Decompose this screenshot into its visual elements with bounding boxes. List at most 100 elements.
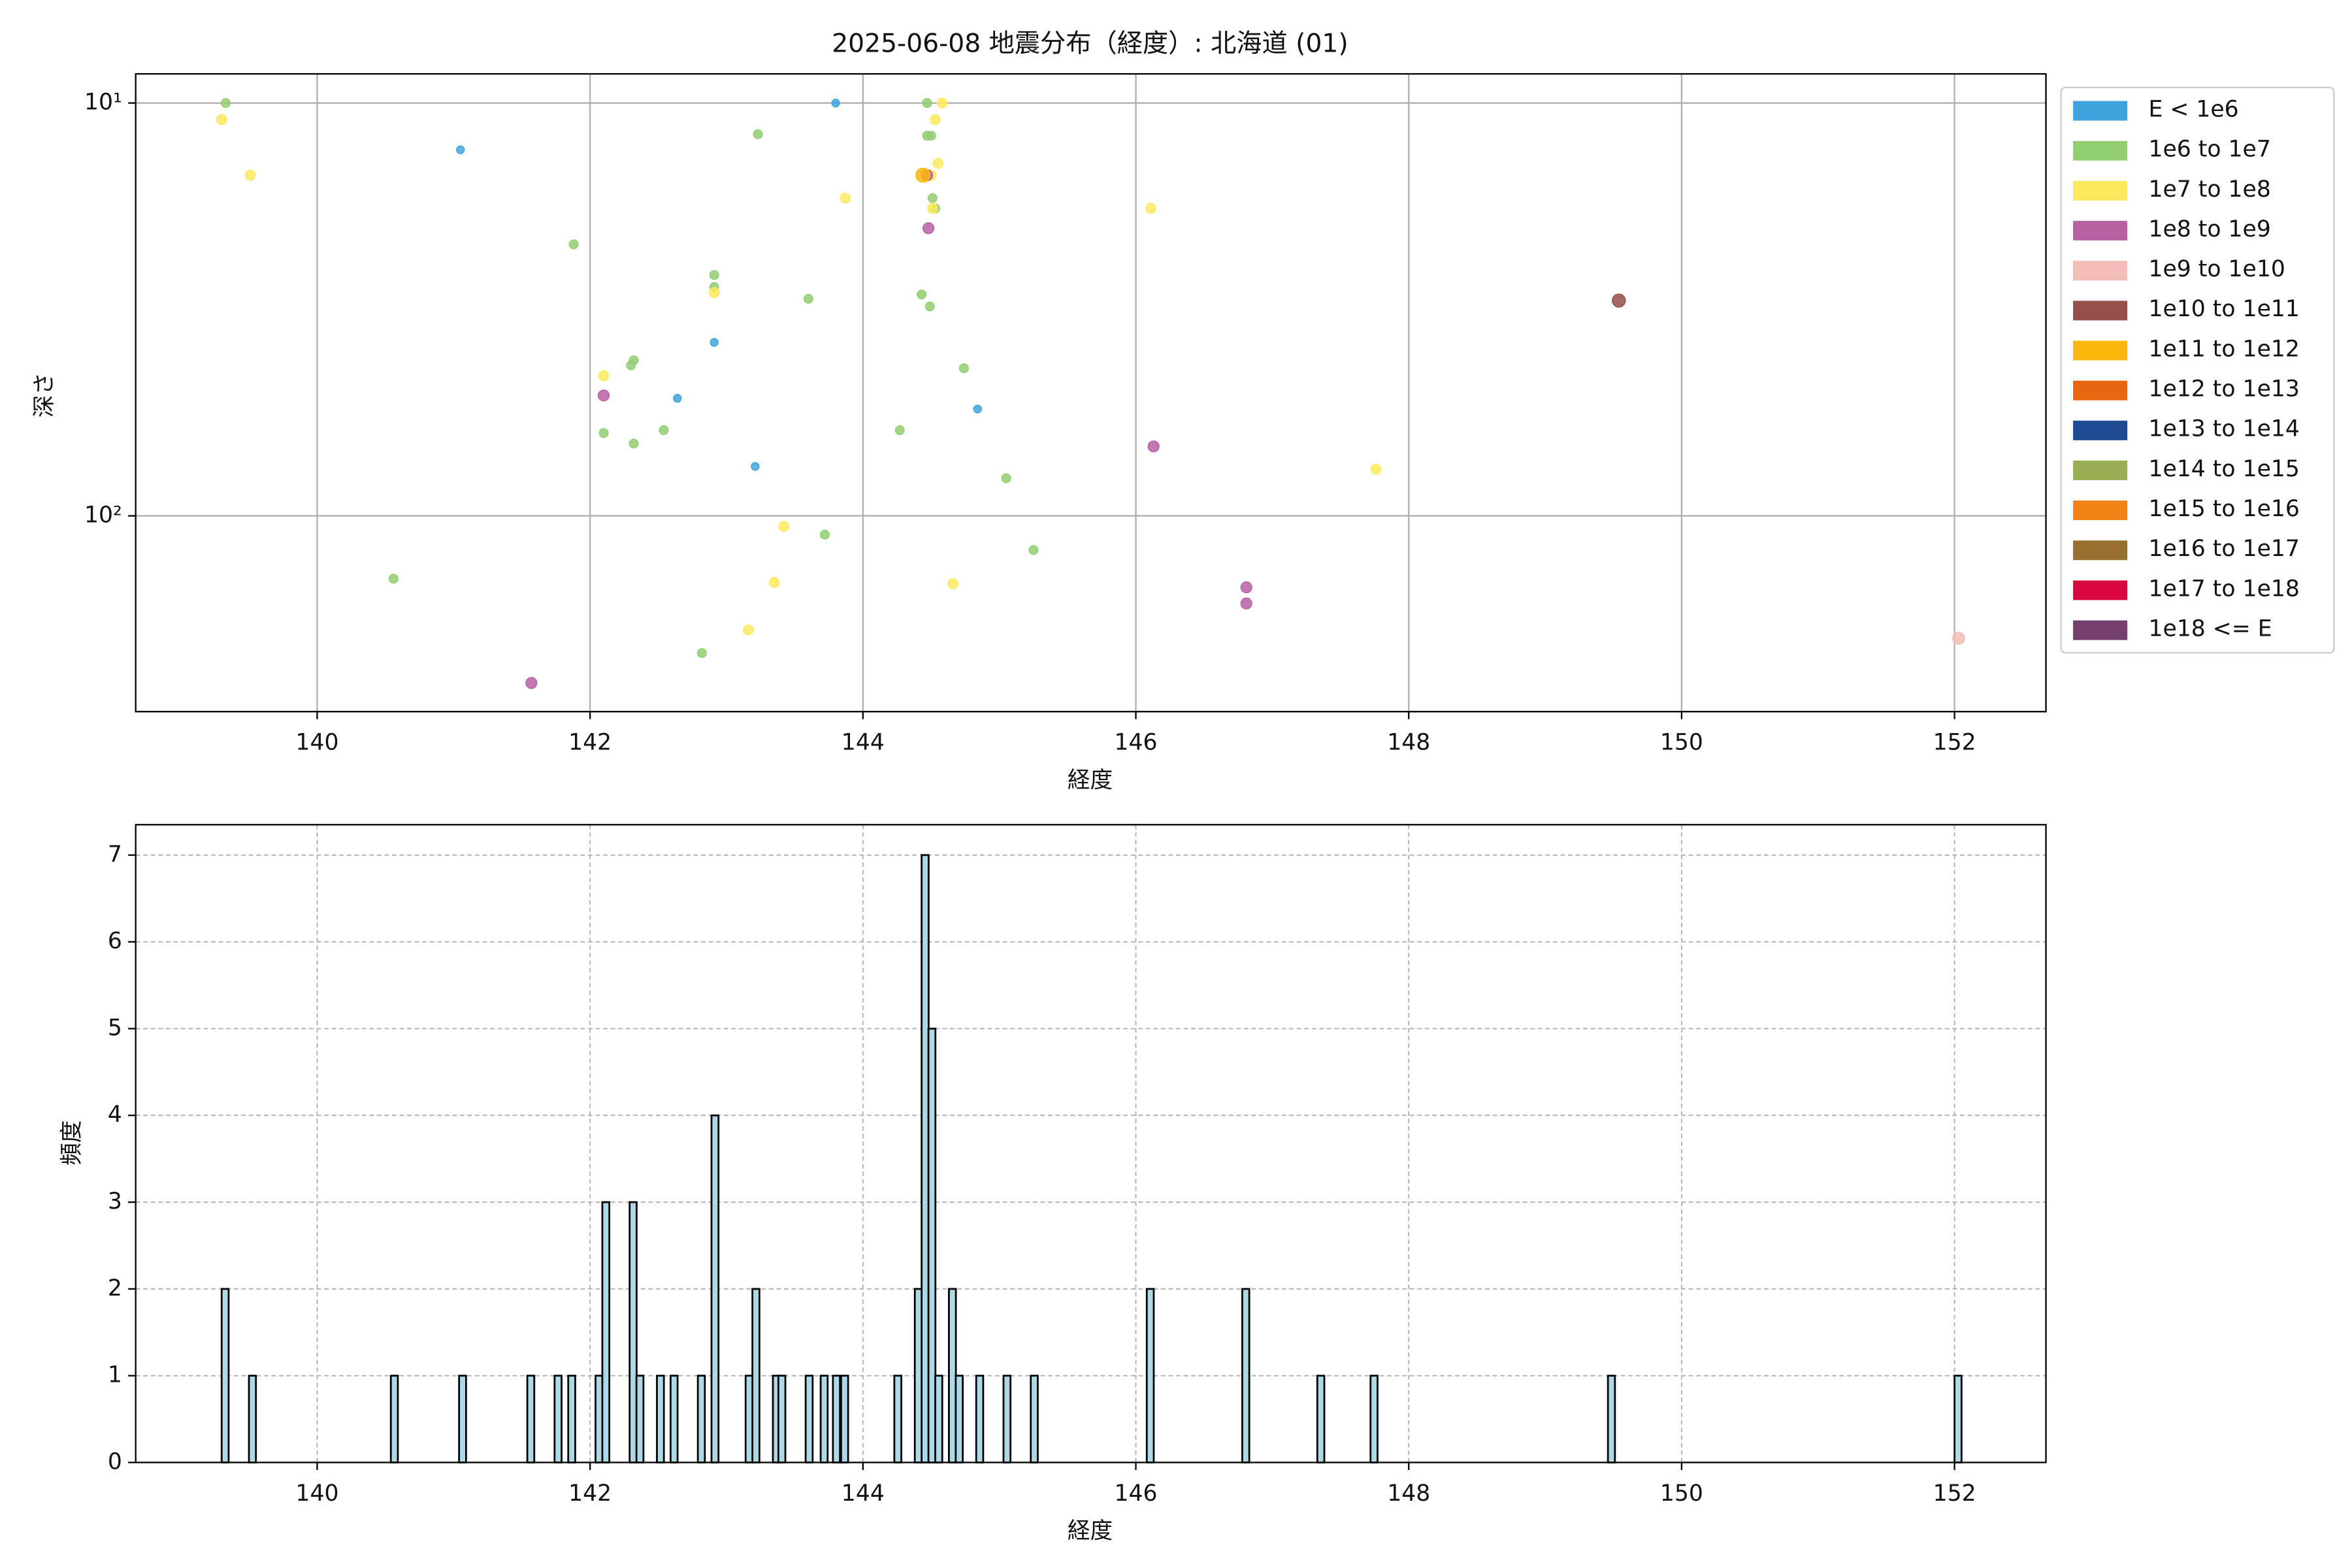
legend-swatch: [2073, 340, 2128, 361]
scatter-point: [216, 114, 227, 125]
scatter-point: [768, 577, 780, 588]
scatter-point: [456, 145, 465, 154]
histogram-bar: [832, 1375, 841, 1463]
scatter-point: [1145, 203, 1156, 214]
histogram-bar: [840, 1375, 849, 1463]
scatter-point: [659, 425, 669, 435]
legend-swatch: [2073, 620, 2128, 640]
scatter-point: [598, 428, 609, 438]
x-axis-label: 経度: [1068, 1518, 1113, 1544]
histogram-bar: [1145, 1288, 1155, 1463]
scatter-point: [831, 98, 840, 108]
histogram-bar: [1241, 1288, 1250, 1463]
histogram-bar: [669, 1375, 679, 1463]
scatter-point: [1240, 581, 1252, 594]
histogram-bar: [601, 1201, 611, 1463]
x-tick-label: 152: [1933, 730, 1976, 756]
axes-frame: [135, 73, 2047, 713]
legend-swatch: [2073, 380, 2128, 400]
y-tick-label: 10²: [84, 502, 122, 529]
histogram-bar: [1002, 1375, 1012, 1463]
scatter-point: [778, 521, 790, 532]
x-tick-label: 150: [1660, 1480, 1703, 1507]
scatter-point: [1952, 632, 1965, 645]
histogram-bar: [934, 1375, 943, 1463]
y-tick-label: 6: [108, 928, 122, 955]
x-axis-label: 経度: [1068, 767, 1113, 793]
scatter-point: [915, 167, 931, 183]
histogram-bar: [893, 1375, 902, 1463]
scatter-point: [1240, 597, 1252, 610]
scatter-point: [597, 389, 610, 402]
scatter-point: [1370, 463, 1382, 475]
x-tick-label: 152: [1933, 1480, 1976, 1507]
scatter-point: [840, 192, 851, 204]
histogram-bar: [248, 1375, 257, 1463]
scatter-point: [927, 193, 938, 203]
y-axis-label: 深さ: [31, 372, 57, 417]
y-tick-label: 0: [108, 1448, 122, 1475]
histogram-bar: [567, 1375, 576, 1463]
chart-title: 2025-06-08 地震分布（経度）: 北海道 (01): [832, 29, 1348, 59]
x-tick-label: 140: [295, 730, 338, 756]
scatter-point: [803, 293, 813, 304]
scatter-point: [936, 97, 948, 108]
scatter-point: [1001, 473, 1011, 483]
legend-swatch: [2073, 301, 2128, 321]
histogram-bar: [696, 1375, 706, 1463]
scatter-point: [927, 203, 938, 214]
legend-label: 1e9 to 1e10: [2148, 256, 2285, 282]
histogram-bar: [710, 1114, 720, 1463]
y-tick-label: 10¹: [84, 90, 122, 116]
histogram-bar: [458, 1375, 467, 1463]
scatter-point: [894, 425, 905, 435]
scatter-point: [751, 462, 760, 471]
histogram-bar: [1369, 1375, 1379, 1463]
scatter-point: [743, 624, 754, 636]
scatter-point: [598, 370, 610, 382]
legend-label: 1e16 to 1e17: [2148, 536, 2299, 562]
axes-frame: [135, 824, 2047, 1463]
legend-label: 1e6 to 1e7: [2148, 137, 2270, 163]
scatter-point: [709, 270, 719, 280]
scatter-point: [926, 131, 936, 141]
legend-label: 1e7 to 1e8: [2148, 176, 2270, 203]
legend-swatch: [2073, 580, 2128, 600]
histogram-bar: [777, 1375, 787, 1463]
histogram-bar: [751, 1288, 760, 1463]
scatter-point: [221, 98, 231, 108]
scatter-point: [525, 677, 538, 689]
scatter-point: [922, 222, 935, 235]
histogram-bar: [1030, 1375, 1039, 1463]
histogram-bar: [220, 1288, 230, 1463]
legend-label: 1e17 to 1e18: [2148, 576, 2299, 602]
scatter-point: [930, 114, 941, 125]
scatter-point: [973, 404, 982, 414]
scatter-point: [1028, 545, 1039, 555]
scatter-point: [568, 239, 579, 250]
legend-label: 1e10 to 1e11: [2148, 296, 2299, 322]
y-tick-label: 1: [108, 1362, 122, 1388]
histogram-bar: [389, 1375, 399, 1463]
scatter-point: [922, 98, 932, 108]
scatter-point: [388, 574, 399, 584]
legend-swatch: [2073, 101, 2128, 121]
x-tick-label: 144: [841, 1480, 885, 1507]
legend-label: 1e12 to 1e13: [2148, 376, 2299, 402]
legend-swatch: [2073, 221, 2128, 241]
legend-swatch: [2073, 540, 2128, 561]
scatter-point: [629, 355, 639, 366]
legend-swatch: [2073, 261, 2128, 281]
y-tick-label: 7: [108, 841, 122, 868]
scatter-point: [710, 338, 719, 347]
scatter-point: [753, 129, 763, 139]
histogram-bar: [1953, 1375, 1963, 1463]
y-tick-label: 5: [108, 1015, 122, 1041]
legend-swatch: [2073, 140, 2128, 161]
histogram-bar: [975, 1375, 985, 1463]
scatter-point: [1612, 293, 1626, 308]
scatter-point: [947, 578, 958, 589]
scatter-point: [629, 438, 639, 449]
